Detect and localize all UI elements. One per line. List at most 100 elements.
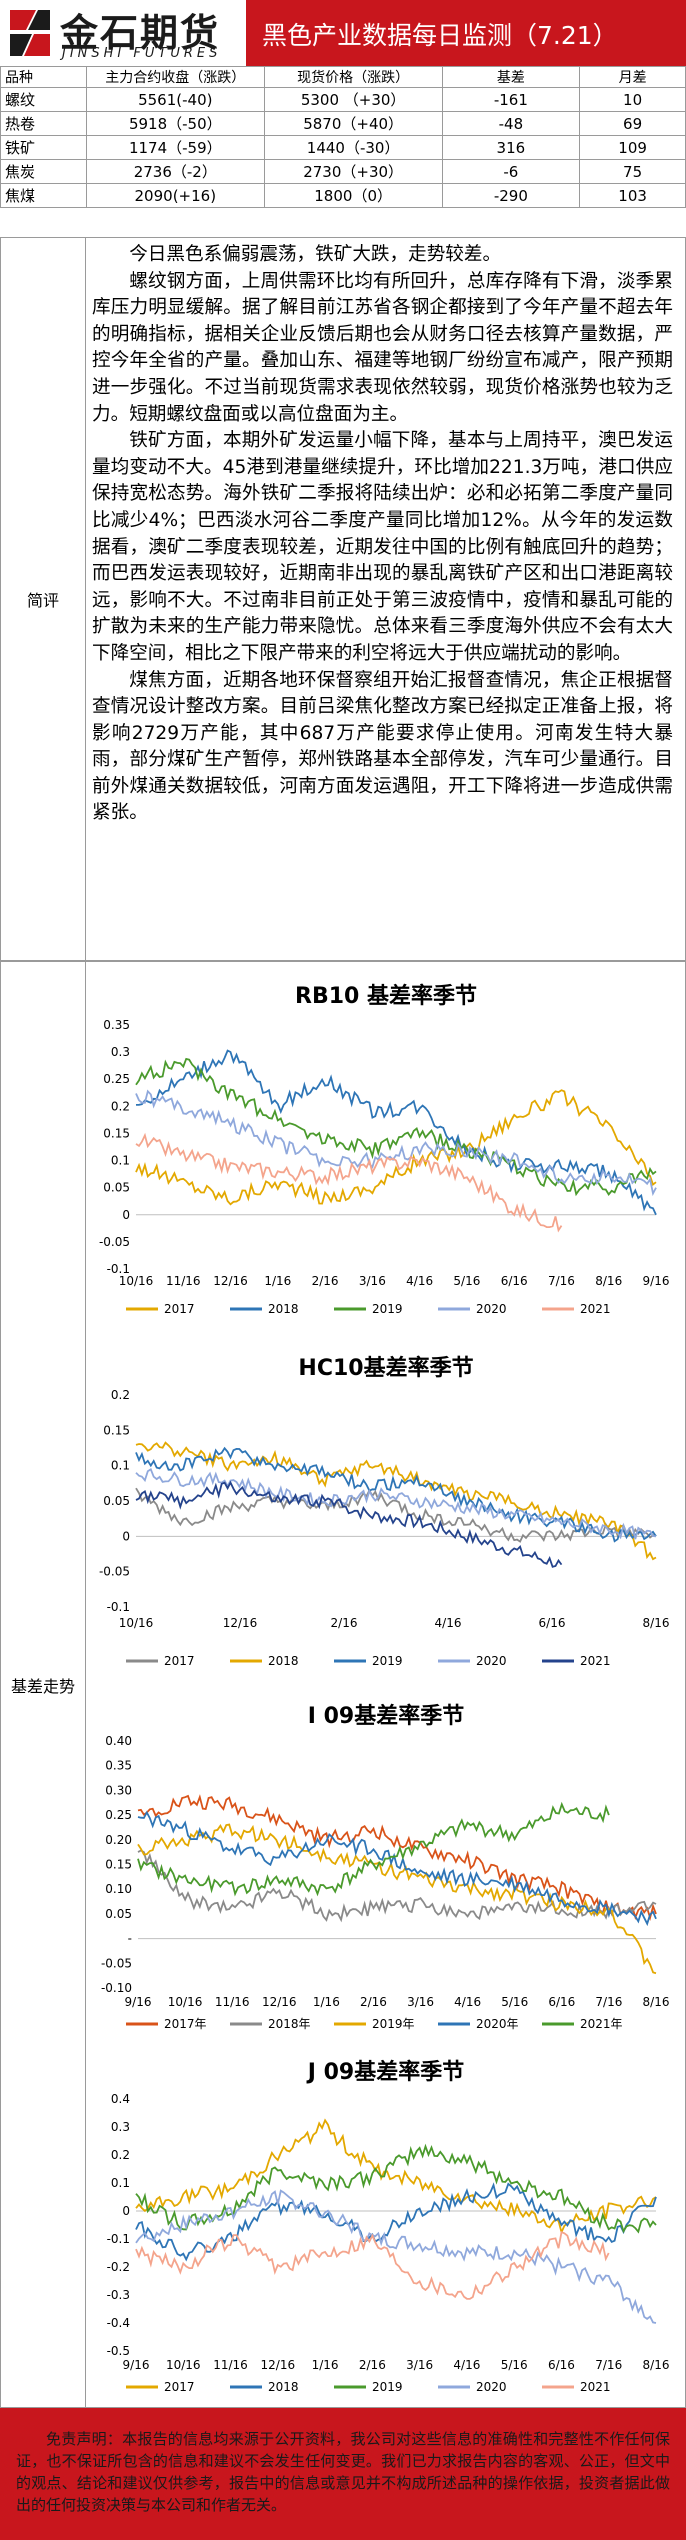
header-basis: 基差 [441,66,581,88]
series-line [135,2118,657,2235]
x-tick-label: 12/16 [261,2358,296,2372]
row-main-contract: 2736（-2） [85,159,265,184]
x-tick-label: 10/16 [168,1995,203,2009]
legend-label: 2019年 [372,2017,415,2031]
x-tick-label: 11/16 [166,1274,201,1288]
legend-label: 2020 [476,1302,507,1316]
series-line [135,1049,657,1216]
table-row: 螺纹 5561(-40) 5300 （+30） -161 10 [0,87,686,112]
disclaimer-text: 免责声明：本报告的信息均来源于公开资料，我公司对这些信息的准确性和完整性不作任何… [16,2430,670,2514]
y-tick-label: 0.05 [103,1181,130,1195]
series-line [135,1089,657,1197]
price-table-header-row: 品种 主力合约收盘（涨跌） 现货价格（涨跌） 基差 月差 [0,66,686,88]
x-tick-label: 5/16 [501,2358,528,2372]
row-variety: 铁矿 [0,135,87,160]
row-variety: 焦煤 [0,183,87,208]
table-row: 热卷 5918（-50） 5870（+40） -48 69 [0,111,686,136]
row-basis: -48 [441,111,581,136]
y-tick-label: 0.2 [111,1388,130,1402]
series-line [137,1849,657,1923]
legend-label: 2019 [372,1654,403,1668]
row-basis: -161 [441,87,581,112]
chart-title: I 09基差率季节 [308,1703,464,1729]
legend-label: 2020 [476,1654,507,1668]
x-tick-label: 2/16 [359,2358,386,2372]
company-logo: 金石期货 JINSHI FUTURES [0,0,246,66]
x-tick-label: 6/16 [548,1995,575,2009]
row-variety: 焦炭 [0,159,87,184]
legend-label: 2018年 [268,2017,311,2031]
x-tick-label: 8/16 [643,2358,670,2372]
row-spread: 109 [579,135,686,160]
y-tick-label: -0.05 [99,1565,130,1579]
chart-title: HC10基差率季节 [298,1355,473,1381]
x-tick-label: 4/16 [454,1995,481,2009]
y-tick-label: 0.05 [103,1494,130,1508]
x-tick-label: 3/16 [406,2358,433,2372]
x-tick-label: 9/16 [123,2358,150,2372]
legend-label: 2017 [164,1302,195,1316]
series-line [135,2143,657,2234]
y-tick-label: 0.1 [111,2176,130,2190]
x-tick-label: 12/16 [213,1274,248,1288]
y-tick-label: - [128,1932,132,1946]
x-tick-label: 9/16 [125,1995,152,2009]
header-main-contract: 主力合约收盘（涨跌） [85,66,265,88]
legend-label: 2019 [372,1302,403,1316]
row-spread: 10 [579,87,686,112]
y-tick-label: -0.4 [107,2316,130,2330]
y-tick-label: 0.3 [111,1045,130,1059]
x-tick-label: 10/16 [166,2358,201,2372]
y-tick-label: -0.1 [107,2232,130,2246]
legend-label: 2017 [164,2380,195,2394]
x-tick-label: 7/16 [595,1995,622,2009]
x-tick-label: 3/16 [359,1274,386,1288]
x-tick-label: 1/16 [264,1274,291,1288]
y-tick-label: 0.2 [111,1099,130,1113]
row-spot-price: 1440（-30） [263,135,443,160]
series-line [135,2189,657,2324]
hc10-basis-chart-svg: HC10基差率季节 0.2 0.15 0.1 0.05 0 -0.05 -0.1 10/16 12… [99,1355,670,1668]
row-variety: 热卷 [0,111,87,136]
legend-label: 2017 [164,1654,195,1668]
j09-basis-chart-svg: J 09基差率季节 0.4 0.3 0.2 0.1 0 -0.1 -0.2 -0.3 -0.4 -0… [107,2059,670,2394]
table-row: 铁矿 1174（-59） 1440（-30） 316 109 [0,135,686,160]
x-tick-label: 10/16 [119,1616,154,1630]
x-tick-label: 6/16 [501,1274,528,1288]
report-header: 金石期货 JINSHI FUTURES 黑色产业数据每日监测（7.21） [0,0,686,66]
legend-label: 2018 [268,2380,299,2394]
x-tick-label: 12/16 [262,1995,297,2009]
y-tick-label: 0.25 [103,1072,130,1086]
y-tick-label: 0.1 [111,1154,130,1168]
hc10-basis-chart: HC10基差率季节 0.2 0.15 0.1 0.05 0 -0.05 -0.1 10/16 12… [86,1335,686,1683]
y-tick-label: 0.15 [105,1858,132,1872]
series-line [135,1467,657,1540]
disclaimer-footer: 免责声明：本报告的信息均来源于公开资料，我公司对这些信息的准确性和完整性不作任何… [0,2408,686,2540]
y-tick-label: -0.1 [107,1262,130,1276]
x-tick-label: 8/16 [595,1274,622,1288]
series-line [137,1794,657,1921]
row-spread: 103 [579,183,686,208]
table-row: 焦煤 2090(+16) 1800（0） -290 103 [0,183,686,208]
row-spot-price: 5300 （+30） [263,87,443,112]
y-tick-label: 0.3 [111,2120,130,2134]
legend-label: 2018 [268,1654,299,1668]
row-main-contract: 1174（-59） [85,135,265,160]
x-tick-label: 12/16 [223,1616,258,1630]
y-tick-label: 0.25 [105,1808,132,1822]
x-tick-label: 5/16 [501,1995,528,2009]
x-tick-label: 4/16 [406,1274,433,1288]
x-tick-label: 2/16 [360,1995,387,2009]
legend-label: 2018 [268,1302,299,1316]
x-tick-label: 4/16 [453,2358,480,2372]
row-spread: 69 [579,111,686,136]
y-tick-label: 0 [122,2204,130,2218]
chart-title: J 09基差率季节 [306,2059,464,2085]
series-line [135,1446,657,1543]
x-tick-label: 11/16 [213,2358,248,2372]
y-tick-label: 0.05 [105,1907,132,1921]
row-spot-price: 2730（+30） [263,159,443,184]
row-variety: 螺纹 [0,87,87,112]
series-line [135,1487,657,1543]
